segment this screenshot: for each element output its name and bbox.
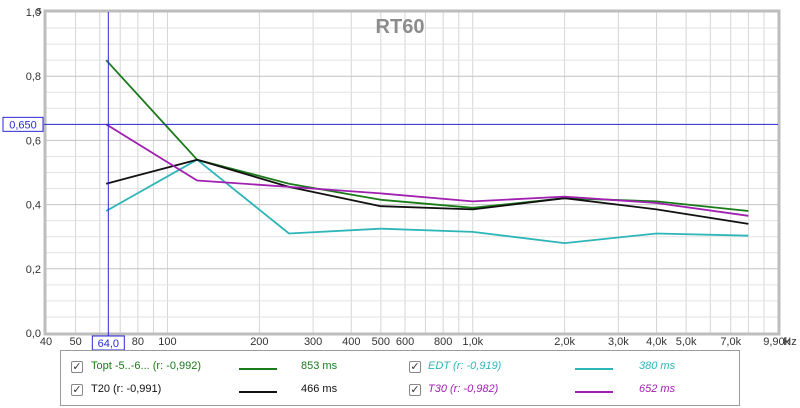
x-tick-label: 9,90k	[763, 336, 790, 348]
legend-row-2: ✓ T20 (r: -0,991) 466 ms ✓ T30 (r: -0,98…	[61, 380, 739, 402]
chart-title: RT60	[376, 16, 425, 38]
plot-frame	[43, 9, 781, 336]
legend: ✓ Topt -5..-6... (r: -0,992) 853 ms ✓ ED…	[60, 350, 740, 406]
x-tick-label: 4,0k	[646, 336, 667, 348]
x-tick-label: 1,0k	[462, 336, 483, 348]
cursor-y-readout-box	[2, 116, 44, 132]
x-tick-label: 80	[132, 336, 144, 348]
topt-legend-value: 853 ms	[301, 360, 338, 372]
t20-legend-label: T20 (r: -0,991)	[91, 383, 162, 395]
t30-series-line	[105, 123, 749, 217]
x-tick-label: 500	[372, 336, 390, 348]
x-tick-label: 600	[396, 336, 414, 348]
t20-checkbox[interactable]: ✓	[71, 384, 83, 396]
cursor-x-readout-box	[91, 335, 125, 350]
y-tick-label: 1,0	[26, 7, 41, 19]
x-tick-label: 2,0k	[554, 336, 575, 348]
t30-legend-label: T30 (r: -0,982)	[428, 383, 499, 395]
y-tick-label: 0,2	[26, 264, 41, 276]
legend-row-1: ✓ Topt -5..-6... (r: -0,992) 853 ms ✓ ED…	[61, 357, 739, 379]
y-tick-label: 0,4	[26, 200, 41, 212]
x-tick-label: 200	[250, 336, 268, 348]
t30-legend-swatch	[575, 391, 613, 393]
y-tick-label: 0,6	[26, 135, 41, 147]
x-tick-label: 40	[40, 336, 52, 348]
x-tick-label: 3,0k	[608, 336, 629, 348]
y-unit-label: s	[36, 5, 42, 17]
t20-series-line	[105, 158, 749, 225]
x-unit-label: Hz	[783, 336, 796, 348]
edt-checkbox[interactable]: ✓	[409, 361, 421, 373]
x-tick-labels: 405060801002003004005006008001,0k2,0k3,0…	[40, 336, 791, 348]
x-tick-label: 400	[342, 336, 360, 348]
y-tick-label: 0,0	[26, 328, 41, 340]
t20-legend-swatch	[239, 391, 277, 393]
x-tick-label: 50	[69, 336, 81, 348]
x-tick-label: 800	[434, 336, 452, 348]
x-tick-label: 7,0k	[720, 336, 741, 348]
x-tick-label: 100	[158, 336, 176, 348]
y-tick-labels: 0,0 0,2 0,4 0,6 0,8 1,0	[26, 7, 41, 340]
x-tick-label: 300	[304, 336, 322, 348]
y-tick-label: 0,8	[26, 71, 41, 83]
edt-legend-label: EDT (r: -0,919)	[428, 360, 502, 372]
topt-checkbox[interactable]: ✓	[71, 361, 83, 373]
cursor-y-readout: 0,650	[9, 119, 37, 131]
topt-legend-swatch	[239, 368, 277, 370]
t30-checkbox[interactable]: ✓	[409, 384, 421, 396]
edt-legend-swatch	[575, 368, 613, 370]
t20-legend-value: 466 ms	[301, 383, 338, 395]
x-tick-label: 5,0k	[676, 336, 697, 348]
edt-legend-value: 380 ms	[639, 360, 676, 372]
grid	[45, 12, 779, 333]
rt60-chart[interactable]: RT60 s 405060801002003004005006008001,0k…	[0, 0, 800, 350]
edt-series-line	[105, 158, 749, 245]
topt-legend-label: Topt -5..-6... (r: -0,992)	[91, 360, 202, 372]
series-lines	[105, 59, 749, 245]
cursor-x-readout: 64,0	[98, 338, 119, 350]
t30-legend-value: 652 ms	[639, 383, 676, 395]
